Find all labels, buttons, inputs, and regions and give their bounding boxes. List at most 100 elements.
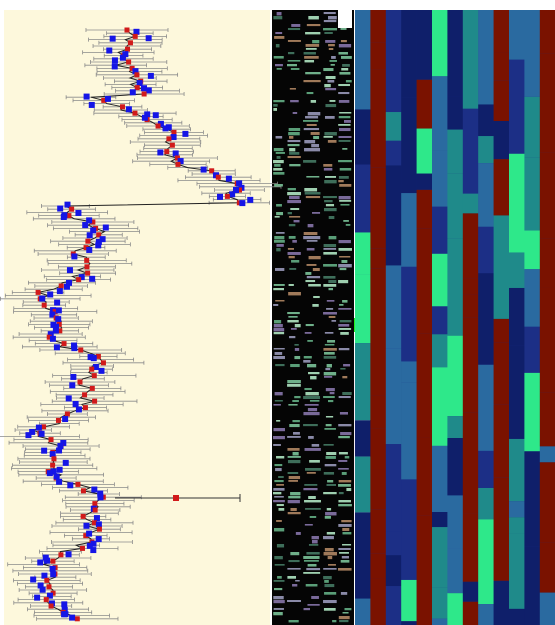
heat-band	[524, 231, 540, 270]
texture-line	[274, 464, 282, 466]
heat-band	[478, 136, 494, 163]
texture-line	[306, 584, 318, 587]
texture-line	[307, 472, 316, 474]
blue-point	[44, 558, 50, 564]
red-point	[92, 399, 97, 404]
red-point	[175, 162, 180, 167]
heat-band	[370, 396, 386, 428]
blue-point	[61, 214, 67, 220]
texture-line	[341, 520, 351, 522]
texture-line	[340, 320, 352, 322]
red-point	[80, 546, 85, 551]
texture-line	[339, 184, 351, 187]
texture-line	[287, 384, 301, 387]
texture-line	[339, 112, 351, 114]
texture-line	[292, 584, 297, 587]
texture-line	[305, 508, 321, 510]
heat-band	[386, 141, 402, 166]
texture-line	[328, 400, 333, 402]
blue-point	[146, 87, 152, 93]
heatmap-layer	[355, 10, 555, 625]
texture-line	[329, 60, 337, 62]
texture-line	[324, 580, 329, 583]
texture-line	[339, 200, 351, 202]
blue-point	[41, 573, 47, 579]
texture-line	[276, 212, 283, 215]
red-point	[81, 488, 86, 493]
texture-line	[294, 344, 298, 346]
heat-band	[447, 438, 463, 495]
texture-line	[277, 68, 282, 70]
blue-point	[57, 288, 63, 294]
red-point	[56, 418, 61, 423]
texture-line	[289, 224, 295, 226]
blue-point	[34, 595, 40, 601]
texture-line	[328, 16, 337, 19]
heat-band	[432, 254, 448, 307]
texture-line	[341, 68, 348, 71]
heat-band	[524, 373, 540, 451]
heat-band	[417, 174, 433, 190]
texture-line	[273, 488, 284, 491]
texture-line	[288, 248, 294, 250]
texture-line	[342, 532, 351, 534]
heat-band	[478, 104, 494, 136]
blue-point	[98, 368, 104, 374]
texture-line	[275, 564, 285, 566]
texture-line	[278, 508, 284, 511]
heat-band	[386, 586, 402, 625]
texture-line	[323, 348, 336, 351]
texture-line	[304, 60, 314, 62]
texture-line	[339, 44, 351, 47]
heat-band	[370, 509, 386, 553]
texture-line	[339, 72, 350, 75]
texture-line	[339, 552, 349, 554]
texture-line	[289, 284, 294, 286]
heat-band	[463, 602, 479, 625]
texture-line	[325, 512, 336, 515]
texture-line	[323, 312, 337, 315]
texture-line	[340, 268, 347, 270]
texture-line	[288, 40, 301, 42]
heat-band	[401, 479, 417, 580]
heat-band	[370, 269, 386, 338]
heat-band	[540, 54, 555, 152]
texture-line	[309, 544, 318, 546]
texture-line	[338, 264, 352, 267]
heat-band	[355, 232, 371, 274]
blue-point	[89, 102, 95, 108]
texture-line	[329, 316, 336, 318]
texture-line	[288, 480, 298, 482]
red-point	[166, 136, 171, 141]
blue-point	[54, 473, 60, 479]
blue-point	[56, 447, 62, 453]
blue-point	[50, 451, 56, 457]
texture-line	[308, 564, 317, 567]
blue-point	[126, 106, 132, 112]
red-point	[84, 264, 89, 269]
texture-line	[289, 256, 295, 258]
texture-line	[346, 80, 352, 82]
texture-line	[288, 512, 301, 514]
heat-band	[447, 593, 463, 625]
red-point	[124, 28, 129, 33]
blue-point	[73, 401, 79, 407]
texture-line	[329, 48, 334, 50]
blue-point	[66, 551, 72, 557]
red-point	[134, 72, 139, 77]
texture-line	[306, 48, 317, 50]
heat-band	[494, 477, 510, 581]
texture-line	[277, 12, 282, 15]
texture-line	[291, 24, 300, 27]
texture-line	[287, 600, 301, 602]
blue-point	[54, 300, 60, 306]
texture-line	[288, 28, 300, 30]
texture-line	[303, 160, 316, 163]
texture-line	[305, 448, 321, 451]
texture-line	[307, 240, 318, 242]
heat-band	[494, 405, 510, 478]
texture-line	[329, 216, 335, 219]
heat-band	[509, 517, 525, 534]
texture-line	[276, 136, 283, 139]
red-point	[44, 597, 49, 602]
